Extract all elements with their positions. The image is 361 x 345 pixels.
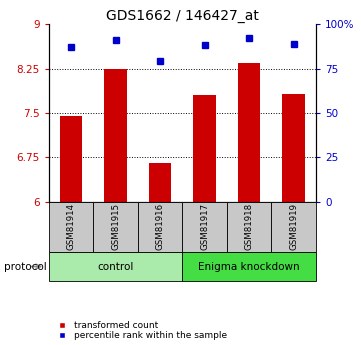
Bar — [182, 202, 227, 252]
Legend: transformed count, percentile rank within the sample: transformed count, percentile rank withi… — [53, 321, 227, 341]
Text: GSM81914: GSM81914 — [66, 203, 75, 250]
Text: GSM81916: GSM81916 — [156, 203, 165, 250]
Bar — [138, 202, 182, 252]
Bar — [49, 252, 182, 281]
Bar — [238, 63, 260, 202]
Bar — [182, 252, 316, 281]
Bar — [60, 116, 82, 202]
Bar — [282, 94, 305, 202]
Bar — [271, 202, 316, 252]
Bar — [193, 95, 216, 202]
Bar — [93, 202, 138, 252]
Text: protocol: protocol — [4, 262, 46, 272]
Text: GSM81918: GSM81918 — [245, 203, 253, 250]
Bar — [227, 202, 271, 252]
Text: GSM81915: GSM81915 — [111, 203, 120, 250]
Text: control: control — [97, 262, 134, 272]
Title: GDS1662 / 146427_at: GDS1662 / 146427_at — [106, 9, 259, 23]
Text: GSM81917: GSM81917 — [200, 203, 209, 250]
Bar — [149, 163, 171, 202]
Bar — [49, 202, 93, 252]
Bar — [104, 69, 127, 202]
Text: GSM81919: GSM81919 — [289, 203, 298, 250]
Text: Enigma knockdown: Enigma knockdown — [198, 262, 300, 272]
